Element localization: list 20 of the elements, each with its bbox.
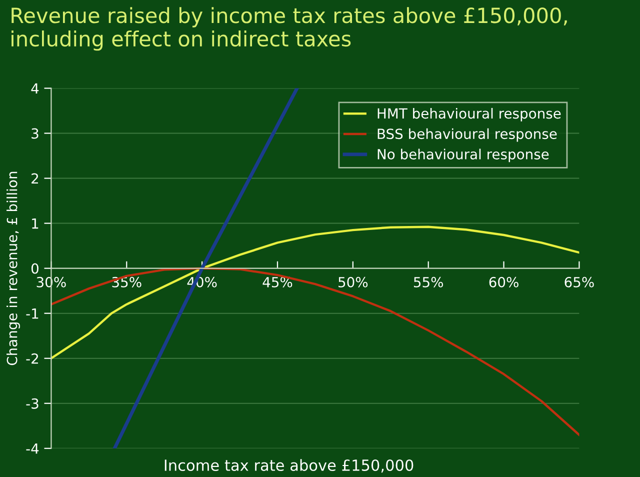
y-tick-label: -2 — [26, 353, 38, 364]
x-tick-label: 60% — [489, 276, 518, 288]
y-axis-title: Change in revenue, £ billion — [6, 172, 20, 366]
x-tick-label: 45% — [262, 276, 292, 288]
y-tick-label: 4 — [31, 83, 39, 94]
x-tick-label: 65% — [564, 276, 594, 288]
legend-label: HMT behavioural response — [378, 108, 561, 122]
x-tick-label: 55% — [414, 276, 444, 288]
y-tick-label: 3 — [32, 128, 38, 139]
y-tick-label: -4 — [26, 444, 39, 454]
legend-label: BSS behavioural response — [378, 128, 557, 142]
x-tick-label: 50% — [338, 276, 368, 288]
x-axis-title: Income tax rate above £150,000 — [164, 459, 414, 473]
legend-label: No behavioural response — [378, 148, 549, 162]
y-tick-label: 0 — [31, 263, 38, 274]
y-tick-label: 1 — [32, 218, 38, 229]
y-tick-label: -1 — [26, 308, 38, 319]
chart-title: Revenue raised by income tax rates above £150,000, including effect on indirect taxes — [12, 7, 567, 51]
y-tick-label: 2 — [32, 173, 38, 184]
y-tick-label: -3 — [26, 398, 38, 409]
